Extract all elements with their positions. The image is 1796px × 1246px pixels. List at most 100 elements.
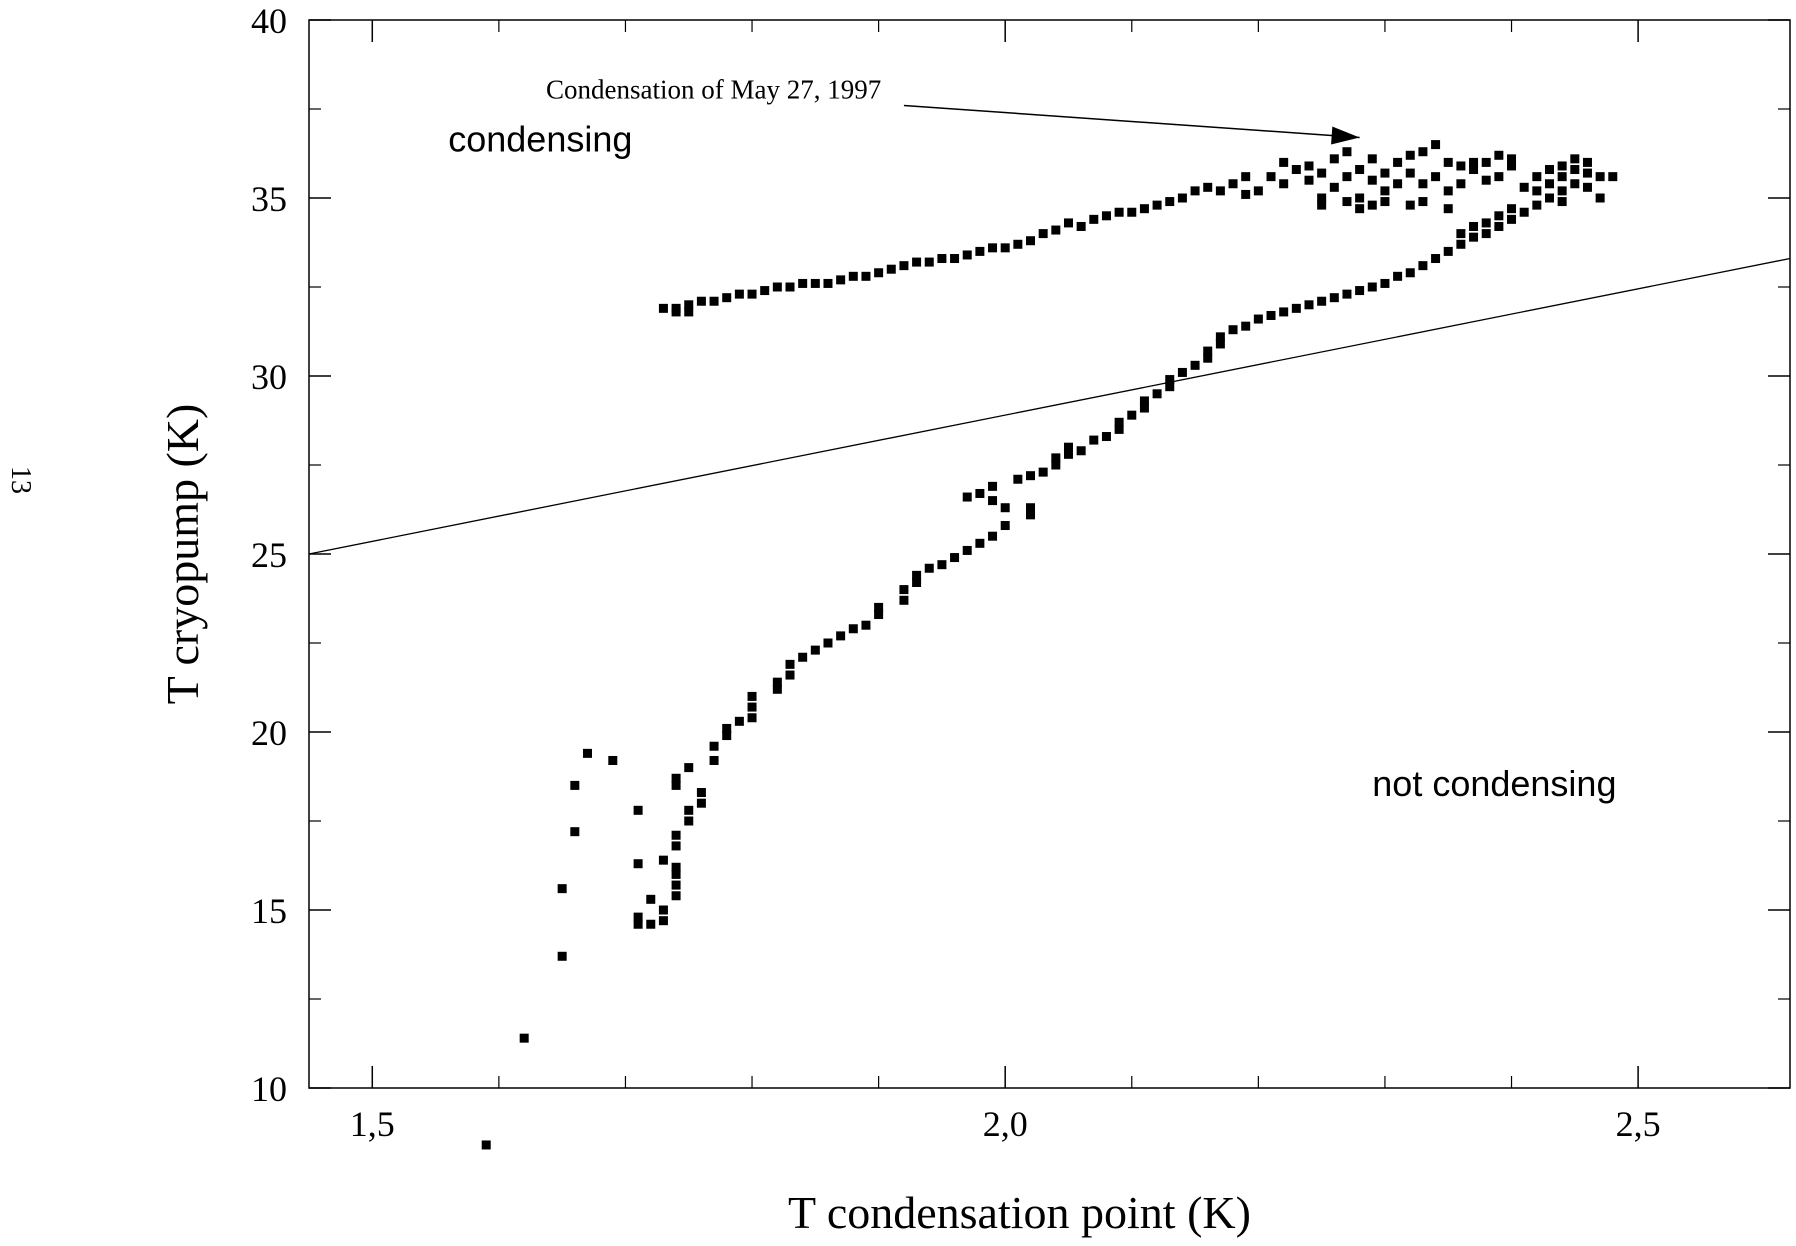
data-point xyxy=(1582,168,1592,178)
data-point xyxy=(1380,197,1390,207)
data-point xyxy=(684,307,694,317)
data-point xyxy=(570,827,580,837)
data-point xyxy=(785,282,795,292)
data-point xyxy=(1291,303,1301,313)
data-point xyxy=(722,293,732,303)
data-point xyxy=(1367,175,1377,185)
data-point xyxy=(1393,179,1403,189)
data-point xyxy=(924,257,934,267)
data-point xyxy=(1443,157,1453,167)
data-point xyxy=(1342,172,1352,182)
data-point xyxy=(1177,193,1187,203)
data-point xyxy=(899,595,909,605)
data-point xyxy=(1443,204,1453,214)
data-point xyxy=(1342,147,1352,157)
data-point xyxy=(633,805,643,815)
data-point xyxy=(671,841,681,851)
data-point xyxy=(1215,339,1225,349)
data-point xyxy=(1393,271,1403,281)
data-point xyxy=(912,570,922,580)
data-point xyxy=(1469,165,1479,175)
data-point xyxy=(1076,446,1086,456)
data-point xyxy=(633,859,643,869)
data-point xyxy=(709,296,719,306)
data-point xyxy=(747,713,757,723)
data-point xyxy=(1418,261,1428,271)
data-point xyxy=(747,702,757,712)
data-point xyxy=(1329,293,1339,303)
data-point xyxy=(671,307,681,317)
data-point xyxy=(570,780,580,790)
data-point xyxy=(1089,435,1099,445)
data-point xyxy=(950,553,960,563)
data-point xyxy=(1026,510,1036,520)
data-point xyxy=(1266,310,1276,320)
data-point xyxy=(1342,197,1352,207)
data-point xyxy=(1241,172,1251,182)
data-point xyxy=(1469,221,1479,231)
data-point xyxy=(658,855,668,865)
y-tick-label: 25 xyxy=(251,535,287,575)
data-point xyxy=(950,254,960,264)
data-point xyxy=(988,531,998,541)
data-point xyxy=(772,677,782,687)
data-point xyxy=(874,602,884,612)
data-point xyxy=(1355,165,1365,175)
data-point xyxy=(1544,165,1554,175)
data-point xyxy=(912,577,922,587)
data-point xyxy=(1241,189,1251,199)
data-point xyxy=(861,620,871,630)
data-point xyxy=(633,912,643,922)
data-point xyxy=(1507,214,1517,224)
data-point xyxy=(1405,200,1415,210)
data-point xyxy=(1544,193,1554,203)
page-number: 13 xyxy=(5,466,36,494)
data-point xyxy=(747,289,757,299)
data-point xyxy=(1304,175,1314,185)
data-point xyxy=(1557,172,1567,182)
data-point xyxy=(671,891,681,901)
data-point xyxy=(1026,471,1036,481)
data-point xyxy=(1557,186,1567,196)
data-point xyxy=(1000,243,1010,253)
data-point xyxy=(1380,278,1390,288)
data-point xyxy=(709,741,719,751)
data-point xyxy=(1279,179,1289,189)
data-point xyxy=(1431,254,1441,264)
data-point xyxy=(671,773,681,783)
data-point xyxy=(1582,182,1592,192)
data-point xyxy=(1367,154,1377,164)
data-point xyxy=(1380,186,1390,196)
y-tick-label: 35 xyxy=(251,179,287,219)
data-point xyxy=(1101,211,1111,221)
y-tick-label: 20 xyxy=(251,713,287,753)
data-point xyxy=(1418,179,1428,189)
data-point xyxy=(1481,218,1491,228)
data-point xyxy=(519,1033,529,1043)
data-point xyxy=(874,610,884,620)
data-point xyxy=(1000,503,1010,513)
data-point xyxy=(1051,453,1061,463)
data-point xyxy=(1317,200,1327,210)
data-point xyxy=(1026,236,1036,246)
data-point xyxy=(1329,182,1339,192)
data-point xyxy=(696,788,706,798)
data-point xyxy=(734,289,744,299)
data-point xyxy=(1431,172,1441,182)
data-point xyxy=(1519,182,1529,192)
data-point xyxy=(848,271,858,281)
data-point xyxy=(772,684,782,694)
data-point xyxy=(1291,165,1301,175)
data-point xyxy=(810,278,820,288)
x-tick-label: 2,5 xyxy=(1616,1104,1661,1144)
data-point xyxy=(671,862,681,872)
data-point xyxy=(684,300,694,310)
data-point xyxy=(684,816,694,826)
data-point xyxy=(1481,175,1491,185)
data-point xyxy=(962,250,972,260)
data-point xyxy=(1532,172,1542,182)
data-point xyxy=(1215,186,1225,196)
data-point xyxy=(1026,503,1036,513)
data-point xyxy=(1114,417,1124,427)
data-point xyxy=(937,254,947,264)
